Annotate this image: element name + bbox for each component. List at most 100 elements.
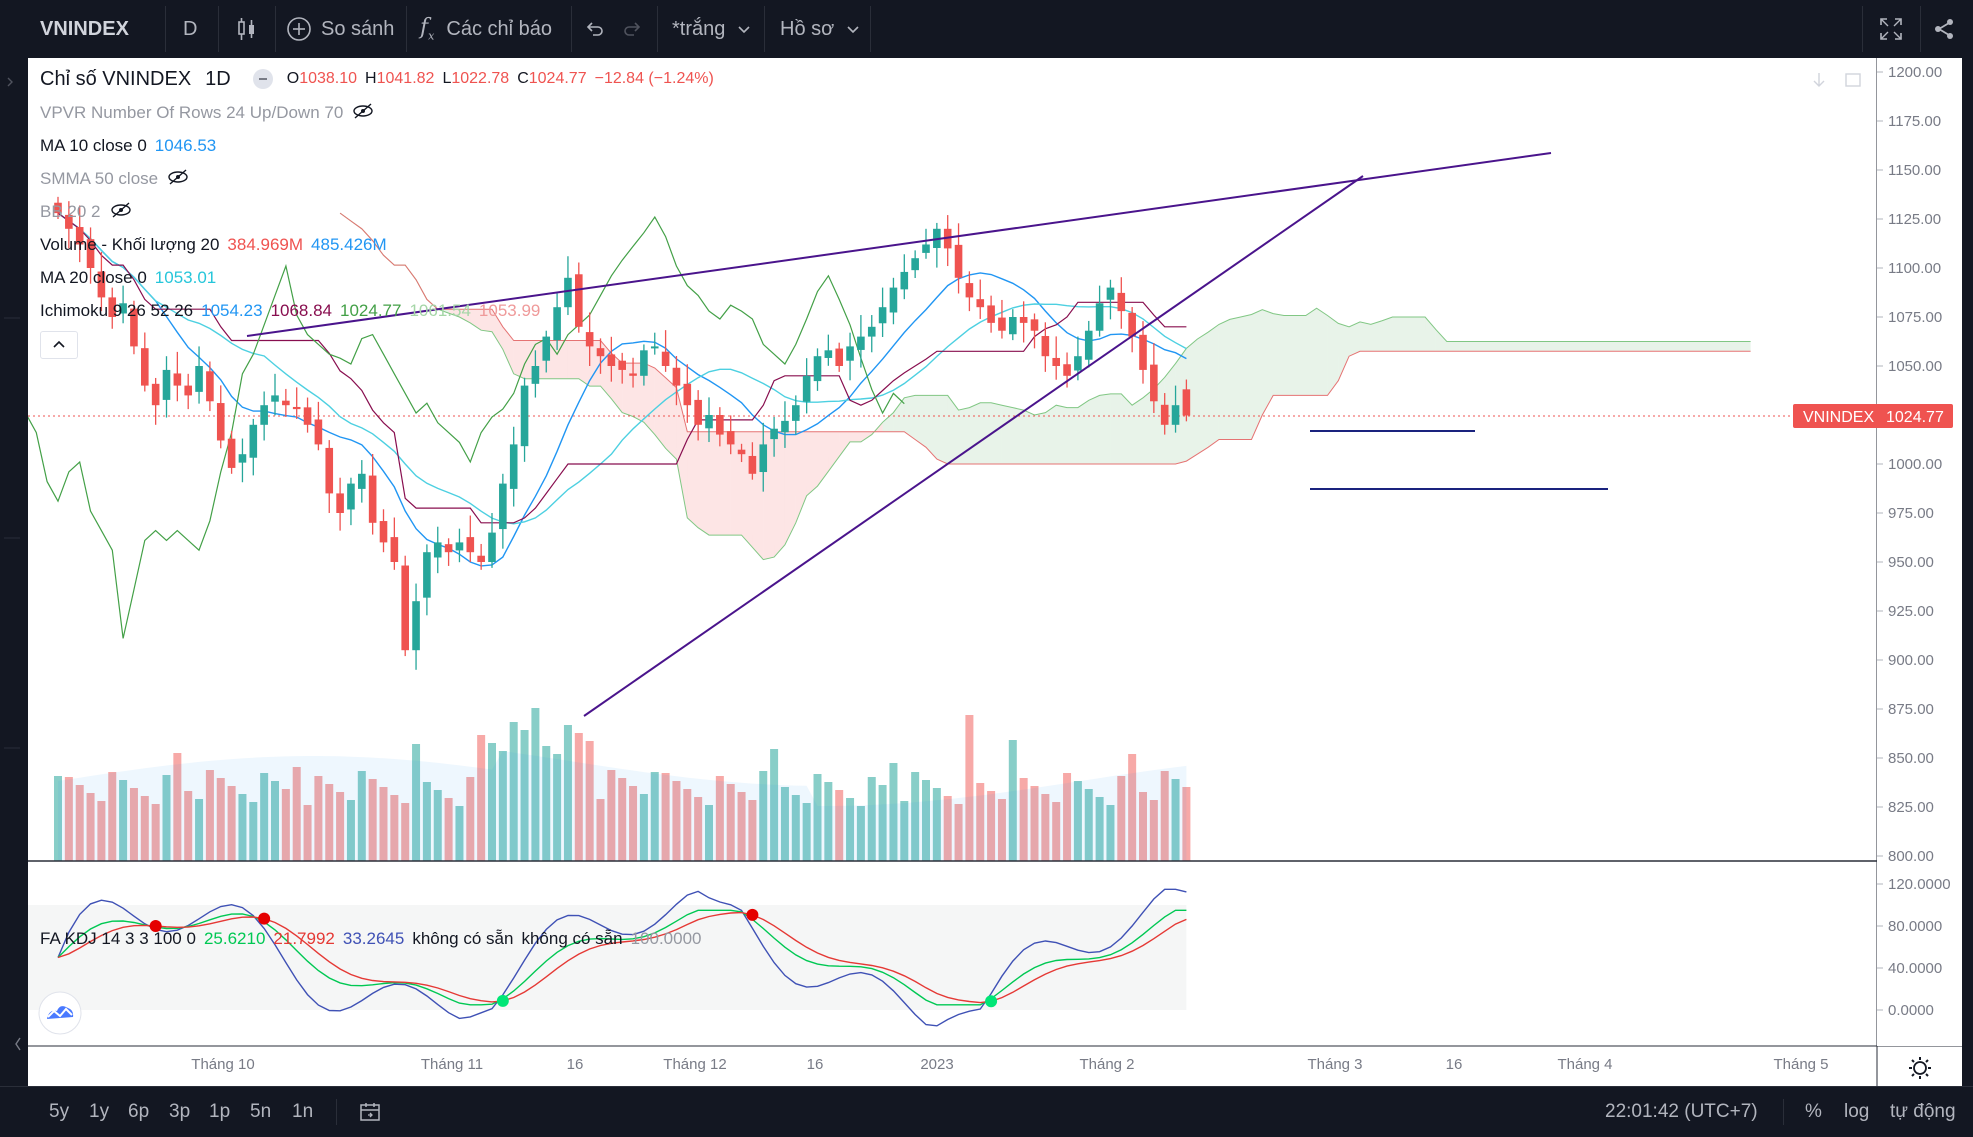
volume-bar [1139,792,1147,861]
indicators-button[interactable]: fx Các chỉ báo [420,0,552,58]
fullscreen-button[interactable] [1878,0,1904,58]
volume-bar [705,805,713,861]
indicator-legend-volume[interactable]: Volume - Khối lượng 20 384.969M 485.426M [40,232,395,258]
price-axis[interactable]: 1200.00 1175.00 1150.00 1125.00 1100.00 1075.… [1877,58,1962,1046]
volume-bar [1182,787,1191,861]
compare-button[interactable]: So sánh [285,0,394,58]
eye-crossed-icon[interactable] [351,102,375,125]
kdj-axis[interactable]: 120.0000 80.0000 40.0000 0.0000 [1877,876,1951,1019]
range-5y[interactable]: 5y [49,1101,70,1122]
cloud-segment [947,395,959,464]
candle-body [911,258,919,271]
indicator-legend-ma20[interactable]: MA 20 close 0 1053.01 [40,265,224,291]
maximize-pane-icon[interactable] [1845,73,1861,87]
candle-body [173,373,182,386]
price-axis-tick: 800.00 [1888,848,1934,865]
kdj-legend[interactable]: FA KDJ 14 3 3 100 0 25.6210 21.7992 33.2… [40,926,710,952]
candle-body [151,383,160,406]
cloud-segment [1522,341,1534,352]
cloud-segment [1208,324,1219,448]
toolbar-divider [406,6,407,52]
redo-button[interactable] [622,0,644,58]
price-axis-tick: 950.00 [1888,554,1934,571]
collapse-toolbar-icon[interactable] [15,1037,21,1051]
legend-title[interactable]: Chỉ số VNINDEX [40,67,192,90]
cloud-segment [1088,395,1100,464]
chart-canvas[interactable]: 1200.00 1175.00 1150.00 1125.00 1100.00 1075.… [28,58,1962,1086]
volume-bar [488,743,496,861]
cloud-segment [1707,341,1719,352]
range-1p[interactable]: 1p [209,1101,231,1122]
scroll-to-latest-icon[interactable] [1813,73,1825,87]
indicator-legend-ichimoku[interactable]: Ichimoku 9 26 52 26 1054.23 1068.84 1024… [40,298,548,324]
candle-body [781,420,789,433]
percent-toggle[interactable]: % [1805,1101,1822,1122]
price-axis-tick: 1075.00 [1888,309,1942,326]
volume-bar [422,782,431,861]
time-axis[interactable]: Tháng 10 Tháng 11 16 Tháng 12 16 2023 Tháng 2 T… [191,1056,1828,1073]
volume-bar [889,763,898,861]
volume-bar [987,791,996,861]
range-1y[interactable]: 1y [89,1101,110,1122]
volume-bar [770,749,779,861]
toolbar-divider [336,1099,337,1125]
volume-bar [976,783,985,861]
theme-dropdown[interactable]: *trắng [672,0,753,58]
indicator-legend-vpvr[interactable]: VPVR Number Of Rows 24 Up/Down 70 [40,100,383,126]
range-6p[interactable]: 6p [128,1101,150,1122]
indicator-legend-smma[interactable]: SMMA 50 close [40,166,198,192]
auto-toggle[interactable]: tự động [1890,1101,1956,1122]
share-button[interactable] [1932,0,1956,58]
interval-button[interactable]: D [183,17,198,40]
cloud-segment [492,309,503,350]
volume-bar [444,798,453,861]
candle-body [1019,317,1028,323]
candle-body [737,449,746,455]
symbol-search[interactable]: VNINDEX [40,17,129,40]
go-to-date-button[interactable] [358,1087,382,1137]
trendline-lower[interactable] [583,175,1364,717]
indicators-label: Các chỉ báo [446,17,552,40]
eye-crossed-icon[interactable] [109,201,133,224]
cloud-segment [1251,309,1263,440]
cloud-segment [1718,341,1729,352]
candle-body [314,419,323,445]
volume-bar [1073,781,1082,861]
cloud-segment [578,340,590,387]
range-1n[interactable]: 1n [292,1101,314,1122]
candle-body [292,406,301,410]
volume-bar [173,753,182,861]
undo-button[interactable] [583,0,605,58]
cloud-segment [1674,341,1686,352]
cloud-segment [828,431,840,472]
candle-body [325,447,334,494]
cloud-segment [654,367,666,449]
settings-gear-icon[interactable] [1909,1057,1931,1079]
log-toggle[interactable]: log [1844,1101,1870,1122]
range-5n[interactable]: 5n [250,1101,272,1122]
clock[interactable]: 22:01:42 (UTC+7) [1605,1101,1758,1122]
candle-body [1009,317,1017,335]
chevron-right-icon[interactable] [7,77,13,87]
candle-body [249,424,258,458]
collapse-legend-button[interactable] [40,331,78,359]
candle-body [358,473,366,489]
volume-bar [835,790,844,861]
indicator-legend-bb[interactable]: BB 20 2 [40,199,141,225]
toolbar-divider [165,6,166,52]
chart-type-button[interactable] [234,0,260,58]
eye-crossed-icon[interactable] [166,168,190,191]
candle-body [65,214,73,229]
candle-body [640,350,648,376]
cloud-segment [1642,341,1653,352]
kdj-axis-tick: 120.0000 [1888,876,1951,893]
time-axis-tick: 16 [567,1056,584,1073]
indicator-legend-ma10[interactable]: MA 10 close 0 1046.53 [40,133,224,159]
chevron-up-icon [53,340,65,348]
profile-dropdown[interactable]: Hồ sơ [780,0,862,58]
volume-bar [846,798,855,861]
price-axis-tick: 1000.00 [1888,456,1942,473]
volume-bar [748,800,757,861]
range-3p[interactable]: 3p [169,1101,191,1122]
trendline-upper[interactable] [246,152,1552,337]
